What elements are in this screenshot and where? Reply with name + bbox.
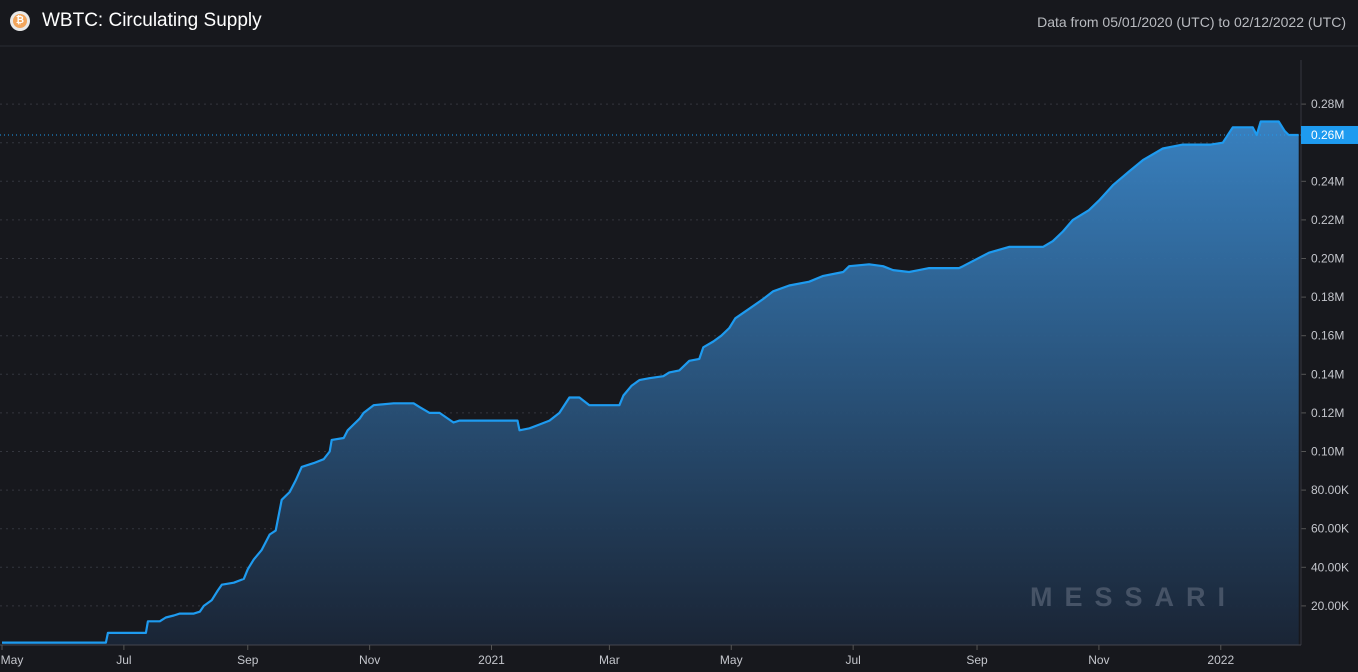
y-tick-label: 0.18M bbox=[1311, 290, 1344, 304]
supply-line bbox=[2, 120, 1299, 644]
y-tick-label: 80.00K bbox=[1311, 483, 1349, 497]
x-tick-label: May bbox=[720, 653, 743, 667]
y-tick-label: 0.12M bbox=[1311, 406, 1344, 420]
area-fill bbox=[2, 121, 1299, 645]
chart-header: ₿ WBTC: Circulating Supply Data from 05/… bbox=[0, 0, 1358, 46]
y-tick-label: 0.14M bbox=[1311, 367, 1344, 381]
bitcoin-icon: ₿ bbox=[10, 11, 30, 31]
x-tick-label: Nov bbox=[359, 653, 380, 667]
y-tick-label: 60.00K bbox=[1311, 522, 1349, 536]
x-tick-label: Jul bbox=[845, 653, 860, 667]
x-tick-label: Sep bbox=[966, 653, 988, 667]
y-tick-label: 20.00K bbox=[1311, 599, 1349, 613]
chart-title: WBTC: Circulating Supply bbox=[42, 10, 262, 31]
last-value-badge bbox=[1301, 125, 1358, 144]
x-tick-label: 2022 bbox=[1207, 653, 1234, 667]
y-tick-label: 0.22M bbox=[1311, 213, 1344, 227]
x-tick-label: May bbox=[1, 653, 24, 667]
x-tick-label: 2021 bbox=[478, 653, 505, 667]
y-tick-label: 40.00K bbox=[1311, 560, 1349, 574]
x-tick-label: Jul bbox=[116, 653, 131, 667]
date-range: Data from 05/01/2020 (UTC) to 02/12/2022… bbox=[1037, 14, 1346, 30]
y-tick-label: 0.20M bbox=[1311, 252, 1344, 266]
y-tick-label: 0.16M bbox=[1311, 329, 1344, 343]
x-tick-label: Mar bbox=[599, 653, 620, 667]
x-tick-label: Nov bbox=[1088, 653, 1109, 667]
messari-watermark: MESSARI bbox=[1030, 582, 1237, 612]
x-tick-label: Sep bbox=[237, 653, 259, 667]
last-value-label: 0.26M bbox=[1311, 128, 1344, 142]
y-tick-label: 0.28M bbox=[1311, 97, 1344, 111]
y-tick-label: 0.10M bbox=[1311, 445, 1344, 459]
y-tick-label: 0.24M bbox=[1311, 174, 1344, 188]
